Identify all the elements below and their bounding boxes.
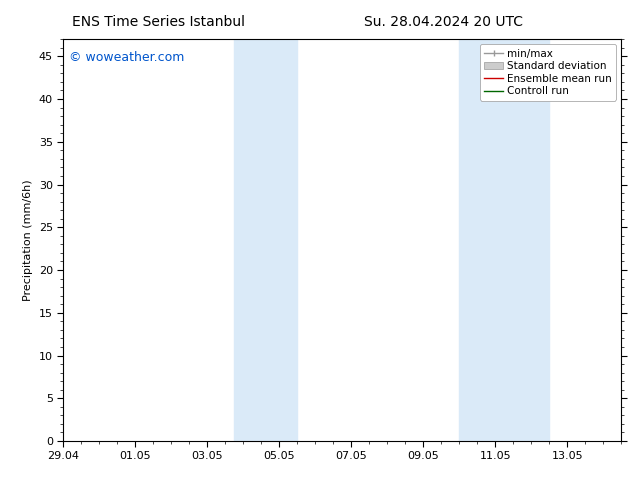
Bar bbox=[460, 39, 495, 441]
Text: ENS Time Series Istanbul: ENS Time Series Istanbul bbox=[72, 15, 245, 29]
Legend: min/max, Standard deviation, Ensemble mean run, Controll run: min/max, Standard deviation, Ensemble me… bbox=[480, 45, 616, 100]
Bar bbox=[270, 39, 297, 441]
Bar bbox=[235, 39, 270, 441]
Text: Su. 28.04.2024 20 UTC: Su. 28.04.2024 20 UTC bbox=[365, 15, 523, 29]
Y-axis label: Precipitation (mm/6h): Precipitation (mm/6h) bbox=[23, 179, 34, 301]
Bar bbox=[495, 39, 549, 441]
Text: © woweather.com: © woweather.com bbox=[69, 51, 184, 64]
